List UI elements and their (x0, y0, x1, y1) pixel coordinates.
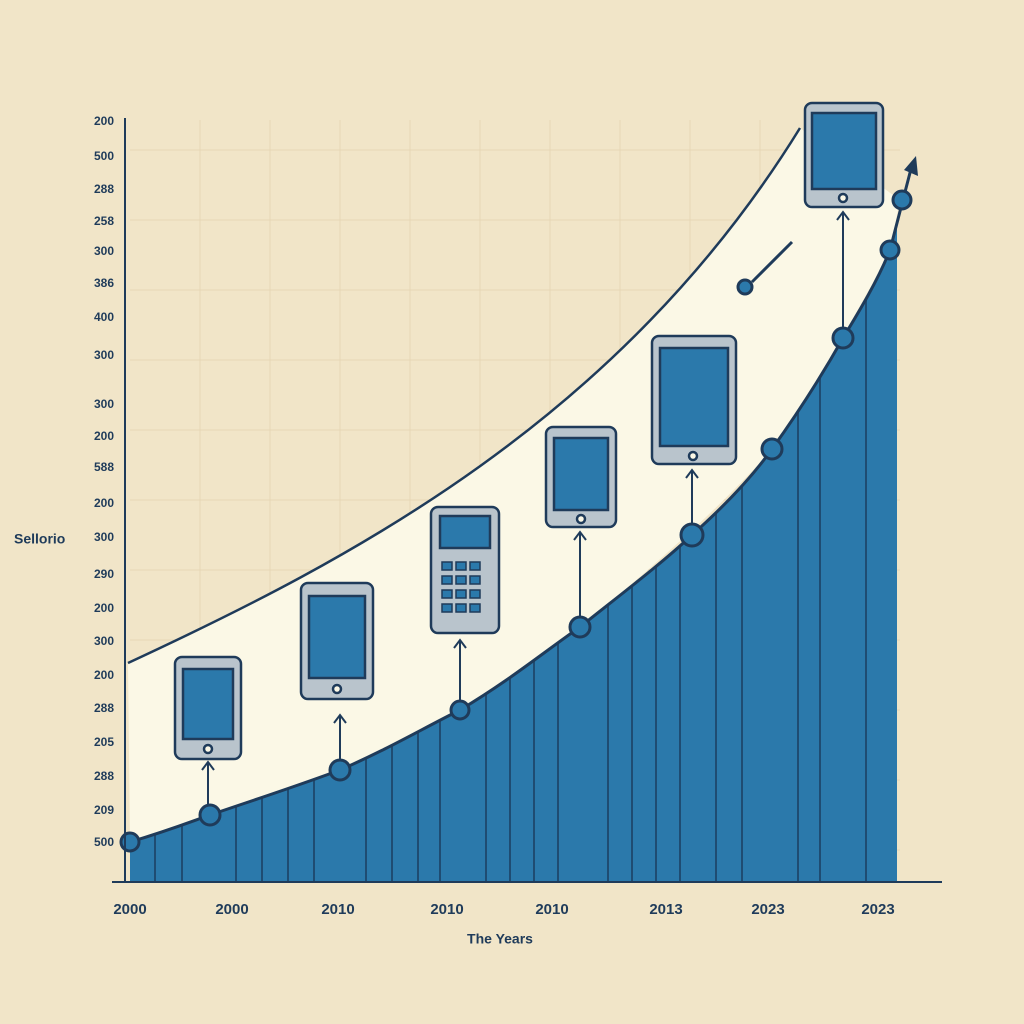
y-tick-label: 205 (94, 735, 114, 749)
y-tick-label: 200 (94, 429, 114, 443)
y-tick-label: 300 (94, 634, 114, 648)
y-tick-label: 386 (94, 276, 114, 290)
devices (173, 101, 885, 761)
y-tick-label: 300 (94, 348, 114, 362)
y-tick-label: 288 (94, 701, 114, 715)
y-tick-label: 500 (94, 835, 114, 849)
y-tick-label: 300 (94, 530, 114, 544)
upper-curve (127, 127, 802, 665)
x-tick-label: 2010 (321, 901, 354, 918)
y-tick-labels: 200 500 288 258 300 386 400 300 300 200 588 200 300 2… (94, 114, 114, 849)
x-tick-label: 2013 (649, 901, 682, 918)
y-tick-label: 588 (94, 460, 114, 474)
y-tick-label: 200 (94, 668, 114, 682)
y-tick-label: 500 (94, 149, 114, 163)
y-tick-label: 300 (94, 397, 114, 411)
y-tick-label: 288 (94, 182, 114, 196)
x-tick-label: 2000 (113, 901, 146, 918)
y-tick-label: 300 (94, 244, 114, 258)
blue-area (130, 225, 897, 882)
y-axis-label: Sellorio (14, 531, 65, 547)
arrows (201, 210, 850, 805)
markers (119, 189, 913, 853)
arrow-head (904, 156, 918, 176)
x-tick-label: 2023 (861, 901, 894, 918)
x-tick-labels: 2000 2000 2010 2010 2010 2013 2023 2023 (113, 901, 894, 918)
x-tick-label: 2023 (751, 901, 784, 918)
x-tick-label: 2010 (535, 901, 568, 918)
y-tick-label: 400 (94, 310, 114, 324)
y-tick-label: 290 (94, 567, 114, 581)
y-tick-label: 200 (94, 496, 114, 510)
x-axis-label: The Years (467, 931, 533, 947)
y-tick-label: 200 (94, 114, 114, 128)
y-tick-label: 288 (94, 769, 114, 783)
dash (750, 240, 794, 284)
y-tick-label: 258 (94, 214, 114, 228)
y-tick-label: 209 (94, 803, 114, 817)
x-tick-label: 2000 (215, 901, 248, 918)
y-tick-label: 200 (94, 601, 114, 615)
x-tick-label: 2010 (430, 901, 463, 918)
